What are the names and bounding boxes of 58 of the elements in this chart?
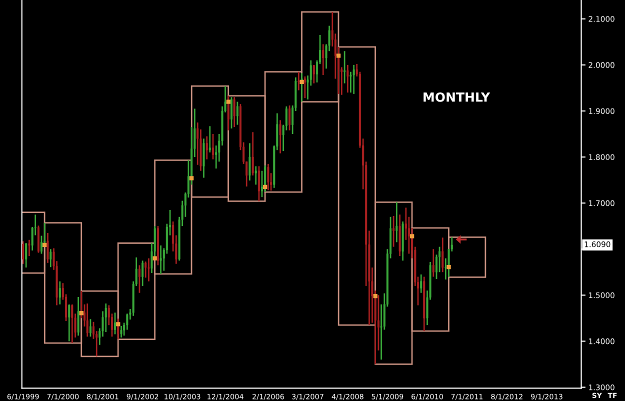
candlestick	[352, 64, 355, 95]
candlestick	[344, 50, 346, 84]
candlestick	[392, 215, 395, 248]
candlestick	[346, 64, 349, 94]
candlestick	[68, 304, 70, 342]
candlestick	[254, 166, 257, 186]
point	[263, 184, 268, 190]
point	[446, 264, 451, 270]
candlestick	[236, 101, 238, 126]
point	[79, 311, 84, 316]
candlestick	[396, 201, 398, 243]
candlestick	[86, 302, 88, 338]
candlestick	[77, 296, 80, 336]
candlestick	[304, 76, 306, 99]
candlestick	[71, 304, 74, 344]
candlestick	[230, 96, 233, 130]
candlestick	[22, 240, 24, 265]
point	[410, 234, 414, 238]
candlestick	[58, 280, 61, 306]
candlestick	[89, 318, 92, 338]
candlestick	[279, 119, 282, 154]
candlestick	[25, 242, 28, 268]
point	[152, 256, 157, 260]
candlestick	[208, 125, 211, 154]
candlestick	[142, 260, 144, 287]
candlestick	[322, 44, 324, 76]
candlestick	[420, 274, 422, 294]
annotation: MONTHLY	[424, 92, 490, 102]
candlestick	[28, 239, 30, 257]
candlestick	[206, 136, 208, 160]
candlestick	[50, 248, 52, 268]
candlestick	[104, 302, 107, 333]
candlestick	[144, 260, 147, 278]
candlestick	[258, 166, 260, 202]
candlestick	[312, 64, 315, 84]
point	[226, 100, 230, 104]
point	[189, 176, 194, 180]
candlestick	[432, 248, 434, 278]
candlestick	[298, 71, 300, 91]
candlestick	[37, 224, 40, 254]
candlestick	[148, 258, 150, 282]
candlestick	[202, 138, 205, 178]
candlestick	[288, 104, 291, 132]
candlestick	[233, 96, 236, 128]
candlestick	[46, 232, 49, 264]
point	[373, 294, 378, 298]
candlestick	[442, 236, 444, 273]
candlestick	[114, 312, 116, 335]
candlestick	[248, 142, 251, 182]
point	[336, 54, 341, 58]
point	[42, 242, 47, 248]
candlestick	[120, 325, 122, 338]
candlestick	[212, 133, 214, 160]
candlestick	[138, 264, 140, 294]
candlestick	[160, 244, 162, 275]
point	[116, 322, 120, 326]
candlestick	[252, 131, 254, 176]
candlestick	[267, 163, 270, 191]
